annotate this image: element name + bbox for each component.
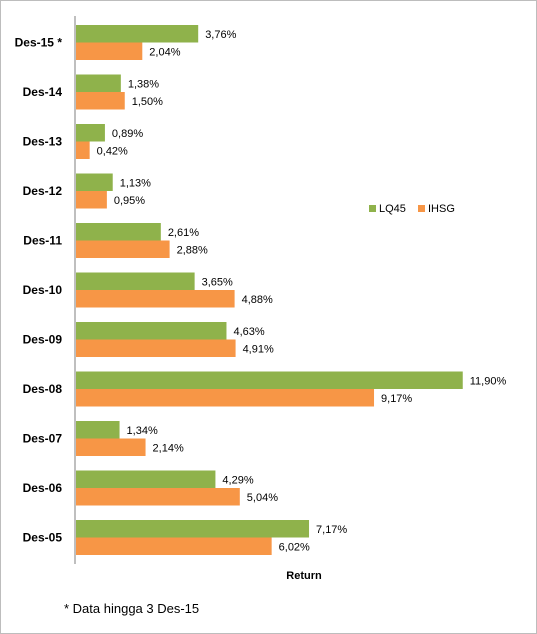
bar-ihsg — [76, 42, 143, 60]
bars — [76, 25, 463, 555]
data-label-ihsg: 5,04% — [247, 492, 278, 504]
bar-ihsg — [76, 92, 125, 110]
x-axis-title: Return — [286, 570, 322, 582]
data-label-lq45: 4,63% — [233, 326, 264, 338]
data-label-lq45: 1,34% — [127, 425, 158, 437]
data-label-lq45: 3,76% — [205, 29, 236, 41]
bar-ihsg — [76, 240, 170, 258]
bar-lq45 — [76, 124, 105, 142]
legend-label-ihsg: IHSG — [428, 203, 455, 215]
category-label: Des-09 — [23, 333, 63, 347]
bar-lq45 — [76, 272, 195, 290]
data-label-ihsg: 6,02% — [279, 541, 310, 553]
footnote: * Data hingga 3 Des-15 — [64, 601, 200, 616]
bar-lq45 — [76, 421, 120, 439]
category-labels: Des-15 * Des-14 Des-13 Des-12 Des-11 Des-10 De… — [15, 36, 63, 545]
data-label-ihsg: 2,04% — [149, 46, 180, 58]
legend-swatch-lq45 — [369, 205, 376, 212]
data-label-ihsg: 1,50% — [132, 96, 163, 108]
bar-ihsg — [76, 488, 240, 506]
bar-lq45 — [76, 470, 216, 488]
category-label: Des-15 * — [15, 36, 63, 50]
data-label-ihsg: 2,88% — [177, 244, 208, 256]
category-label: Des-14 — [23, 85, 63, 99]
data-label-lq45: 11,90% — [470, 375, 507, 387]
bar-ihsg — [76, 141, 90, 159]
bar-ihsg — [76, 191, 107, 209]
bar-ihsg — [76, 537, 272, 555]
data-label-lq45: 0,89% — [112, 128, 143, 140]
data-label-lq45: 3,65% — [202, 276, 233, 288]
bar-lq45 — [76, 74, 121, 92]
data-label-lq45: 7,17% — [316, 524, 347, 536]
category-label: Des-08 — [23, 382, 63, 396]
bar-lq45 — [76, 520, 310, 538]
category-label: Des-05 — [23, 531, 63, 545]
data-label-ihsg: 0,95% — [114, 195, 145, 207]
bar-lq45 — [76, 25, 199, 43]
data-label-lq45: 1,38% — [128, 78, 159, 90]
category-label: Des-13 — [23, 135, 63, 149]
category-label: Des-06 — [23, 481, 63, 495]
data-label-lq45: 1,13% — [120, 177, 151, 189]
legend-swatch-ihsg — [418, 205, 425, 212]
bar-lq45 — [76, 322, 227, 340]
bar-ihsg — [76, 438, 146, 456]
bar-ihsg — [76, 389, 375, 407]
bar-lq45 — [76, 371, 463, 389]
data-label-ihsg: 9,17% — [381, 393, 412, 405]
data-label-ihsg: 4,88% — [242, 294, 273, 306]
value-labels: 3,76% 2,04% 1,38% 1,50% 0,89% 0,42% 1,13% 0,95%… — [97, 29, 507, 554]
category-label: Des-07 — [23, 432, 63, 446]
bar-lq45 — [76, 223, 161, 241]
bar-ihsg — [76, 290, 235, 308]
data-label-ihsg: 0,42% — [97, 145, 128, 157]
data-label-ihsg: 4,91% — [243, 343, 274, 355]
data-label-ihsg: 2,14% — [153, 442, 184, 454]
data-label-lq45: 2,61% — [168, 227, 199, 239]
bar-lq45 — [76, 173, 113, 191]
bar-ihsg — [76, 339, 236, 357]
legend: LQ45 IHSG — [369, 203, 455, 215]
data-label-lq45: 4,29% — [222, 474, 253, 486]
category-label: Des-12 — [23, 184, 63, 198]
category-label: Des-10 — [23, 283, 63, 297]
category-label: Des-11 — [23, 234, 62, 248]
legend-label-lq45: LQ45 — [379, 203, 406, 215]
